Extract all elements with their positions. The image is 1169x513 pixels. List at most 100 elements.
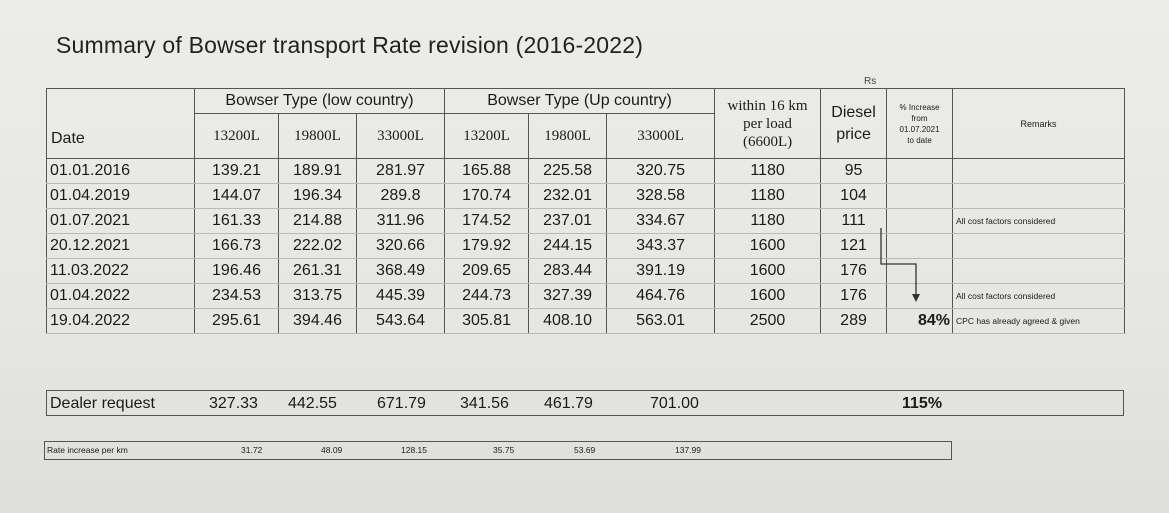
remark-cell: All cost factors considered — [952, 283, 1126, 309]
header-remarks: Remarks — [952, 88, 1126, 159]
rate-increase-label: Rate increase per km — [47, 445, 128, 455]
rate-cell: 305.81 — [444, 308, 530, 334]
table-row: 19.04.2022 295.61 394.46 543.64 305.81 408.10… — [46, 308, 1126, 334]
within-16km-cell: 1600 — [714, 283, 822, 309]
dealer-request-row: Dealer request 327.33 442.55 671.79 341.… — [46, 390, 1124, 416]
rate-cell: 368.49 — [355, 258, 446, 284]
pct-increase-cell: 84% — [886, 308, 954, 334]
rate-cell: 139.21 — [194, 158, 279, 184]
rate-cell: 283.44 — [528, 258, 608, 284]
rate-cell: 174.52 — [444, 208, 530, 234]
rate-increase-value: 35.75 — [493, 445, 515, 455]
header-up-country: Bowser Type (Up country) — [444, 88, 716, 114]
within-16km-cell: 1180 — [714, 183, 822, 209]
pct-increase-cell — [886, 258, 954, 284]
remark-cell — [952, 233, 1126, 259]
within-16km-cell: 2500 — [714, 308, 822, 334]
dealer-request-label: Dealer request — [50, 395, 155, 412]
header-diesel-price: Diesel price — [820, 88, 888, 159]
header-cap-up-33000: 33000L — [606, 113, 716, 159]
diesel-price-cell: 176 — [820, 283, 888, 309]
rate-table-body: 01.01.2016 139.21 189.91 281.97 165.88 225.58… — [46, 158, 1126, 334]
row-date: 11.03.2022 — [46, 258, 195, 284]
table-row: 11.03.2022 196.46 261.31 368.49 209.65 283.44… — [46, 258, 1126, 284]
header-pct-increase: % Increase from 01.07.2021 to date — [886, 88, 954, 159]
rate-increase-value: 128.15 — [401, 445, 427, 455]
rate-increase-value: 137.99 — [675, 445, 701, 455]
rate-cell: 244.15 — [528, 233, 608, 259]
rate-increase-row: Rate increase per km 31.72 48.09 128.15 … — [44, 441, 952, 460]
table-row: 01.04.2022 234.53 313.75 445.39 244.73 327.39… — [46, 283, 1126, 309]
header-date-label: Date — [51, 130, 85, 147]
table-row: 01.01.2016 139.21 189.91 281.97 165.88 225.58… — [46, 158, 1126, 184]
row-date: 01.01.2016 — [46, 158, 195, 184]
rate-cell: 214.88 — [278, 208, 357, 234]
rate-cell: 391.19 — [606, 258, 716, 284]
header-within-line-3: (6600L) — [742, 133, 793, 150]
table-row: 01.07.2021 161.33 214.88 311.96 174.52 237.01… — [46, 208, 1126, 234]
rate-cell: 232.01 — [528, 183, 608, 209]
rate-cell: 225.58 — [528, 158, 608, 184]
rate-cell: 543.64 — [355, 308, 446, 334]
rate-increase-value: 53.69 — [574, 445, 596, 455]
rate-cell: 144.07 — [194, 183, 279, 209]
pct-increase-cell — [886, 208, 954, 234]
rate-cell: 464.76 — [606, 283, 716, 309]
header-cap-low-13200: 13200L — [194, 113, 279, 159]
table-row: 01.04.2019 144.07 196.34 289.8 170.74 232.01 3… — [46, 183, 1126, 209]
header-pct-line-2: from — [911, 113, 928, 123]
pct-increase-cell — [886, 183, 954, 209]
header-pct-line-1: % Increase — [899, 102, 940, 112]
rate-cell: 281.97 — [355, 158, 446, 184]
row-date: 01.04.2019 — [46, 183, 195, 209]
rate-cell: 445.39 — [355, 283, 446, 309]
rate-cell: 222.02 — [278, 233, 357, 259]
rate-cell: 196.34 — [278, 183, 357, 209]
row-date: 19.04.2022 — [46, 308, 195, 334]
dealer-request-value: 327.33 — [209, 395, 258, 412]
header-cap-low-19800: 19800L — [278, 113, 357, 159]
header-cap-low-33000: 33000L — [355, 113, 446, 159]
rate-cell: 394.46 — [278, 308, 357, 334]
header-pct-line-4: to date — [907, 135, 932, 145]
diesel-price-cell: 95 — [820, 158, 888, 184]
header-low-country: Bowser Type (low country) — [193, 88, 446, 114]
dealer-request-value: 671.79 — [377, 395, 426, 412]
row-date: 01.07.2021 — [46, 208, 195, 234]
header-within-line-2: per load — [743, 115, 792, 132]
dealer-request-value: 341.56 — [460, 395, 509, 412]
rate-cell: 244.73 — [444, 283, 530, 309]
rate-cell: 237.01 — [528, 208, 608, 234]
header-diesel-line-2: price — [836, 125, 871, 143]
rate-cell: 166.73 — [194, 233, 279, 259]
rate-cell: 334.67 — [606, 208, 716, 234]
remark-cell — [952, 183, 1126, 209]
within-16km-cell: 1180 — [714, 158, 822, 184]
rate-cell: 295.61 — [194, 308, 279, 334]
dealer-request-value: 461.79 — [544, 395, 593, 412]
rate-increase-value: 48.09 — [321, 445, 343, 455]
rate-cell: 320.75 — [606, 158, 716, 184]
within-16km-cell: 1600 — [714, 258, 822, 284]
header-within-line-1: within 16 km — [727, 97, 808, 114]
rate-cell: 170.74 — [444, 183, 530, 209]
remark-cell — [952, 258, 1126, 284]
header-pct-line-3: 01.07.2021 — [899, 124, 940, 134]
rate-cell: 189.91 — [278, 158, 357, 184]
header-cap-up-13200: 13200L — [444, 113, 530, 159]
rate-cell: 328.58 — [606, 183, 716, 209]
rate-cell: 320.66 — [355, 233, 446, 259]
rate-cell: 289.8 — [355, 183, 446, 209]
header-diesel-line-1: Diesel — [831, 103, 876, 121]
rate-cell: 408.10 — [528, 308, 608, 334]
dealer-request-value: 442.55 — [288, 395, 337, 412]
rate-cell: 313.75 — [278, 283, 357, 309]
pct-increase-cell — [886, 158, 954, 184]
header-within-16km: within 16 km per load (6600L) — [714, 88, 822, 159]
rate-cell: 161.33 — [194, 208, 279, 234]
rate-increase-value: 31.72 — [241, 445, 263, 455]
rate-cell: 261.31 — [278, 258, 357, 284]
pct-increase-cell — [886, 233, 954, 259]
remark-cell — [952, 158, 1126, 184]
